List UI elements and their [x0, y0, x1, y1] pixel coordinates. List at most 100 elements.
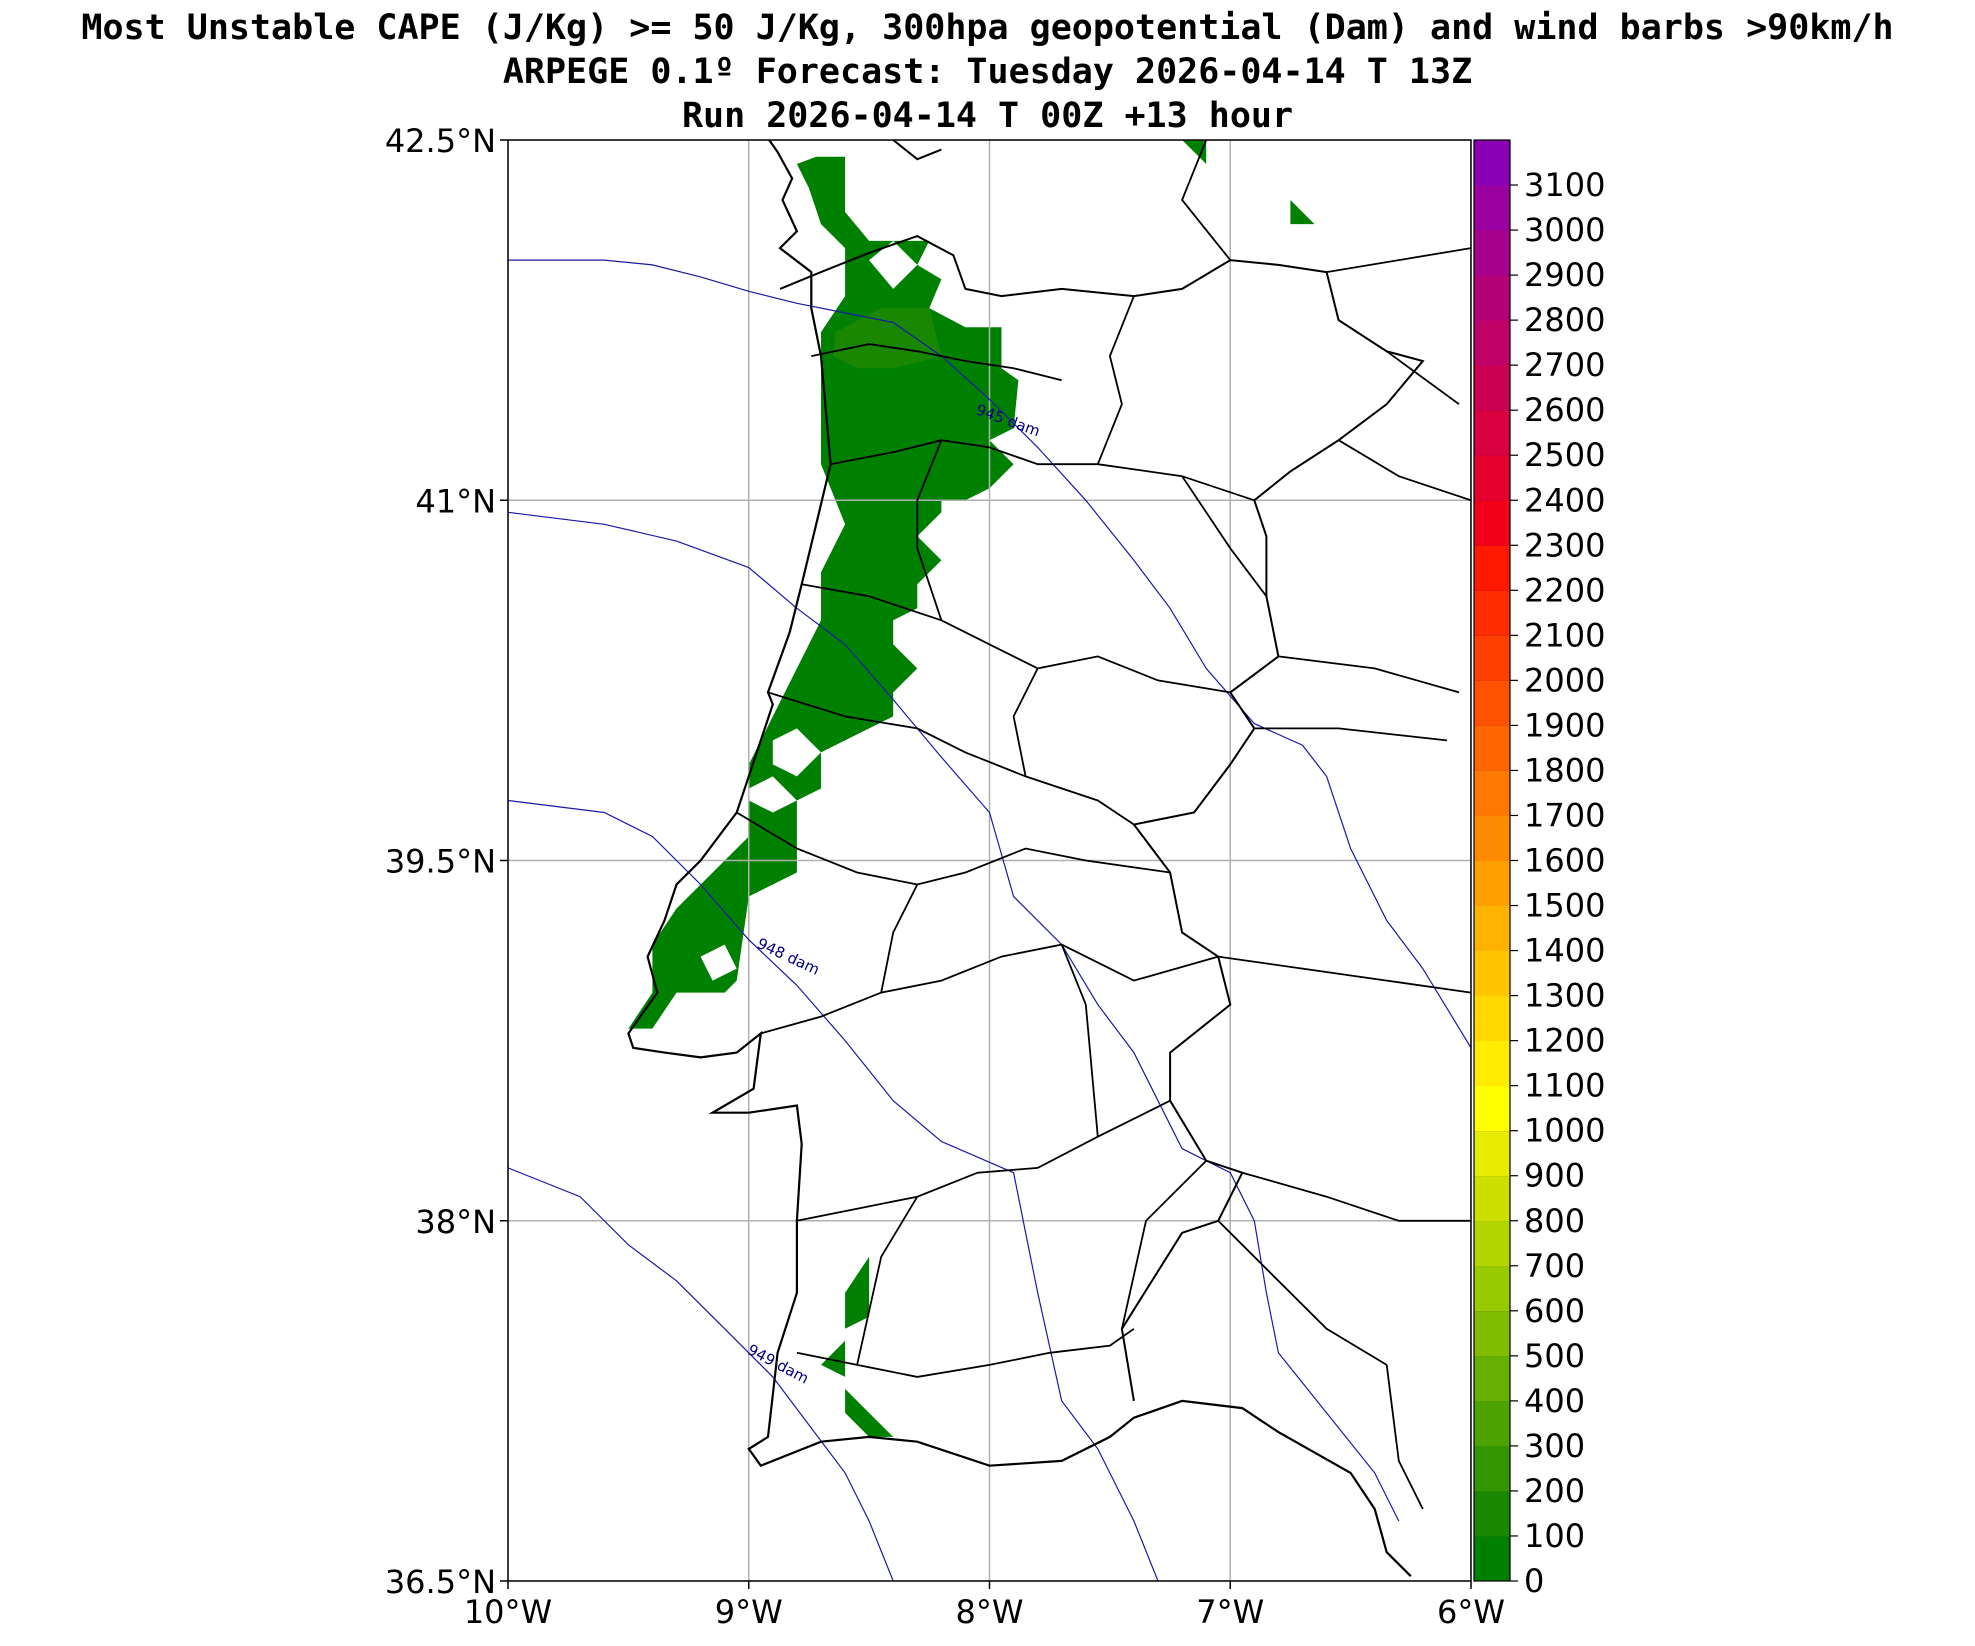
colorbar-tick-label: 2300 — [1524, 526, 1605, 564]
colorbar-tick-label: 1600 — [1524, 842, 1605, 880]
colorbar-segment-500 — [1474, 1310, 1510, 1357]
colorbar-segment-3100 — [1474, 140, 1510, 186]
colorbar-segment-400 — [1474, 1355, 1510, 1402]
cape-area-2 — [1182, 140, 1207, 164]
colorbar-tick-label: 1200 — [1524, 1022, 1605, 1060]
lon-tick-label: 7°W — [1196, 1593, 1264, 1631]
lon-tick-label: 6°W — [1437, 1593, 1505, 1631]
colorbar-tick-label: 2100 — [1524, 616, 1605, 654]
colorbar-segment-1900 — [1474, 680, 1510, 726]
colorbar-segment-700 — [1474, 1220, 1510, 1267]
colorbar-segment-600 — [1474, 1265, 1510, 1312]
colorbar-segment-2100 — [1474, 590, 1510, 636]
colorbar-tick-label: 1300 — [1524, 977, 1605, 1015]
colorbar-segment-1700 — [1474, 770, 1510, 816]
colorbar-tick-label: 500 — [1524, 1337, 1585, 1375]
region-border-5 — [760, 943, 1219, 1035]
region-border-4 — [736, 811, 1171, 886]
colorbar-segment-1200 — [1474, 995, 1510, 1042]
region-border-16 — [1326, 247, 1471, 273]
cape-area-3 — [1290, 200, 1315, 225]
region-border-18 — [1386, 350, 1460, 405]
cape-colorbar: 0 100 200 300 400 500 600 700 800 900 1000 1100 1200… — [1473, 139, 1605, 1600]
colorbar-tick-label: 2900 — [1524, 256, 1605, 294]
colorbar-tick-label: 400 — [1524, 1382, 1585, 1420]
region-border-3 — [767, 691, 1135, 826]
region-border-24 — [1385, 1364, 1424, 1510]
region-border-9 — [916, 439, 943, 621]
region-border-15 — [1338, 439, 1471, 502]
region-border-13 — [1060, 944, 1099, 1137]
region-border-20 — [1254, 727, 1447, 742]
colorbar-tick-label: 600 — [1524, 1292, 1585, 1330]
colorbar-tick-label: 0 — [1524, 1562, 1544, 1600]
colorbar-tick-label: 700 — [1524, 1247, 1585, 1285]
colorbar-segment-2400 — [1474, 455, 1510, 501]
colorbar-tick-label: 3100 — [1524, 166, 1605, 204]
lat-tick-label: 39.5°N — [385, 843, 496, 881]
colorbar-segment-2200 — [1474, 545, 1510, 591]
colorbar-segment-2800 — [1474, 275, 1510, 321]
colorbar-segment-2900 — [1474, 230, 1510, 276]
country-border — [779, 235, 1425, 1402]
colorbar-segment-1800 — [1474, 725, 1510, 771]
coastline-galicia — [892, 140, 942, 161]
map-title-line2: ARPEGE 0.1º Forecast: Tuesday 2026-04-14… — [502, 52, 1473, 92]
region-border-23 — [1217, 1220, 1388, 1366]
colorbar-segment-900 — [1474, 1130, 1510, 1177]
colorbar-tick-label: 1800 — [1524, 751, 1605, 789]
region-border-11 — [880, 884, 919, 993]
region-border-14 — [1181, 475, 1268, 597]
colorbar-segment-1300 — [1474, 950, 1510, 997]
colorbar-tick-label: 300 — [1524, 1427, 1585, 1465]
colorbar-segment-1000 — [1474, 1085, 1510, 1132]
colorbar-tick-label: 2500 — [1524, 436, 1605, 474]
colorbar-segment-1600 — [1474, 815, 1510, 861]
colorbar-segment-1500 — [1474, 860, 1510, 907]
region-border-8 — [1096, 295, 1135, 465]
geopotential-contours — [508, 259, 1471, 1581]
geopotential-line-0 — [508, 259, 1471, 1049]
cape-area-6 — [845, 1388, 894, 1437]
colorbar-tick-label: 3000 — [1524, 211, 1605, 249]
cape-area-0 — [628, 156, 1019, 1029]
colorbar-segment-2600 — [1474, 365, 1510, 411]
region-border-10 — [1012, 667, 1039, 777]
colorbar-tick-label: 1500 — [1524, 887, 1605, 925]
geopotential-line-2 — [508, 799, 1159, 1581]
colorbar-tick-label: 1900 — [1524, 706, 1605, 744]
cape-fill-layer — [628, 140, 1315, 1437]
colorbar-tick-label: 2000 — [1524, 661, 1605, 699]
colorbar-segment-300 — [1474, 1400, 1510, 1447]
colorbar-tick-label: 100 — [1524, 1517, 1585, 1555]
colorbar-segment-800 — [1474, 1175, 1510, 1222]
colorbar-segment-2000 — [1474, 635, 1510, 681]
region-border-25 — [1121, 1160, 1207, 1329]
cape-hole-1 — [772, 728, 821, 777]
geopotential-line-1 — [508, 511, 1400, 1522]
lat-tick-label: 41°N — [415, 482, 496, 520]
region-border-21 — [1218, 955, 1471, 994]
lon-tick-label: 10°W — [464, 1593, 552, 1631]
latitude-ticks: 42.5°N 41°N 39.5°N 38°N 36.5°N — [385, 122, 508, 1601]
region-border-7 — [796, 1328, 1135, 1378]
colorbar-tick-label: 1100 — [1524, 1067, 1605, 1105]
cape-hole-0 — [869, 240, 918, 289]
colorbar-segment-200 — [1474, 1445, 1510, 1492]
colorbar-tick-label: 2800 — [1524, 301, 1605, 339]
colorbar-segment-0 — [1474, 1535, 1510, 1582]
colorbar-tick-label: 2200 — [1524, 571, 1605, 609]
cape-area-5 — [821, 1340, 846, 1377]
colorbar-segment-1400 — [1474, 905, 1510, 952]
colorbar-tick-label: 1400 — [1524, 932, 1605, 970]
region-border-17 — [1181, 140, 1232, 261]
coastline — [627, 151, 1412, 1577]
lon-tick-label: 9°W — [715, 1593, 783, 1631]
lat-tick-label: 36.5°N — [385, 1563, 496, 1601]
colorbar-segment-1100 — [1474, 1040, 1510, 1087]
region-border-6 — [796, 1099, 1171, 1222]
coast-and-borders — [627, 140, 1471, 1577]
colorbar-segment-3000 — [1474, 185, 1510, 231]
colorbar-segment-2700 — [1474, 320, 1510, 366]
